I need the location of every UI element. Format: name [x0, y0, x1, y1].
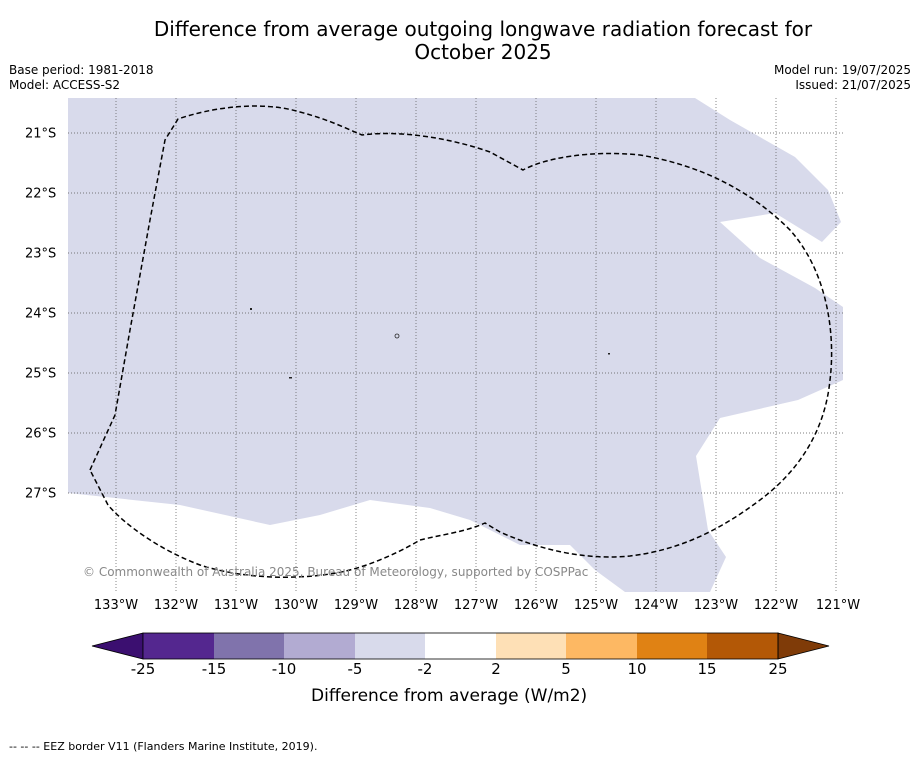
colorbar-extend-low	[91, 632, 144, 660]
lon-label: 127°W	[453, 598, 499, 613]
lon-label: 122°W	[753, 598, 799, 613]
lon-label: 123°W	[693, 598, 739, 613]
lat-label: 23°S	[25, 246, 57, 262]
forecast-map	[68, 98, 844, 592]
lon-label: 126°W	[513, 598, 559, 613]
title-line-1: Difference from average outgoing longwav…	[153, 17, 813, 41]
lon-label: 121°W	[815, 598, 861, 613]
colorbar-extend-high	[777, 632, 830, 660]
lon-label: 125°W	[573, 598, 619, 613]
colorbar-segment	[214, 633, 284, 659]
colorbar-segment	[143, 633, 214, 659]
eez-footnote: -- -- -- EEZ border V11 (Flanders Marine…	[9, 740, 318, 753]
colorbar-outline	[142, 632, 779, 660]
title-line-2: October 2025	[414, 40, 552, 64]
lon-label: 132°W	[153, 598, 199, 613]
colorbar-tick: -25	[130, 660, 156, 678]
anomaly-blob-2	[289, 377, 292, 379]
colorbar-tick: 5	[561, 660, 571, 678]
colorbar-segment	[496, 633, 566, 659]
colorbar-segment	[355, 633, 425, 659]
colorbar-label: Difference from average (W/m2)	[311, 686, 588, 706]
colorbar-tick: 2	[491, 660, 501, 678]
meta-left: Base period: 1981-2018 Model: ACCESS-S2	[9, 63, 154, 93]
anomaly-blob-3	[608, 353, 610, 355]
lat-label: 25°S	[25, 366, 57, 382]
colorbar-segment	[707, 633, 778, 659]
colorbar-tick: -2	[417, 660, 433, 678]
colorbar	[91, 632, 830, 660]
colorbar-segment	[425, 633, 496, 659]
lat-lon-gridlines	[68, 98, 844, 592]
lon-label: 128°W	[393, 598, 439, 613]
colorbar-tick: 10	[627, 660, 647, 678]
colorbar-tick: -10	[271, 660, 297, 678]
lon-label: 131°W	[213, 598, 259, 613]
map-title: Difference from average outgoing longwav…	[0, 18, 919, 64]
issued-date: Issued: 21/07/2025	[795, 78, 911, 92]
anomaly-field	[68, 98, 843, 592]
lon-label: 129°W	[333, 598, 379, 613]
lat-label: 27°S	[25, 486, 57, 502]
lat-label: 22°S	[25, 186, 57, 202]
eez-border	[89, 105, 833, 578]
lon-label: 133°W	[93, 598, 139, 613]
meta-right: Model run: 19/07/2025 Issued: 21/07/2025	[774, 63, 911, 93]
colorbar-segment	[284, 633, 355, 659]
lat-label: 24°S	[25, 306, 57, 322]
anomaly-region-minus5-to-minus2	[68, 98, 843, 592]
lat-label: 26°S	[25, 426, 57, 442]
colorbar-segment	[637, 633, 707, 659]
colorbar-tick: -5	[347, 660, 363, 678]
lon-label: 130°W	[273, 598, 319, 613]
lat-label: 21°S	[25, 126, 57, 142]
base-period: Base period: 1981-2018	[9, 63, 154, 77]
lon-label: 124°W	[633, 598, 679, 613]
colorbar-tick: -15	[201, 660, 227, 678]
anomaly-blob-4	[394, 333, 400, 339]
colorbar-tick: 25	[768, 660, 788, 678]
model-run: Model run: 19/07/2025	[773, 63, 911, 77]
copyright-credit: © Commonwealth of Australia 2025, Bureau…	[83, 565, 589, 579]
model-name: Model: ACCESS-S2	[9, 78, 121, 92]
colorbar-segment	[566, 633, 637, 659]
anomaly-blob-1	[250, 308, 252, 310]
colorbar-tick: 15	[697, 660, 717, 678]
